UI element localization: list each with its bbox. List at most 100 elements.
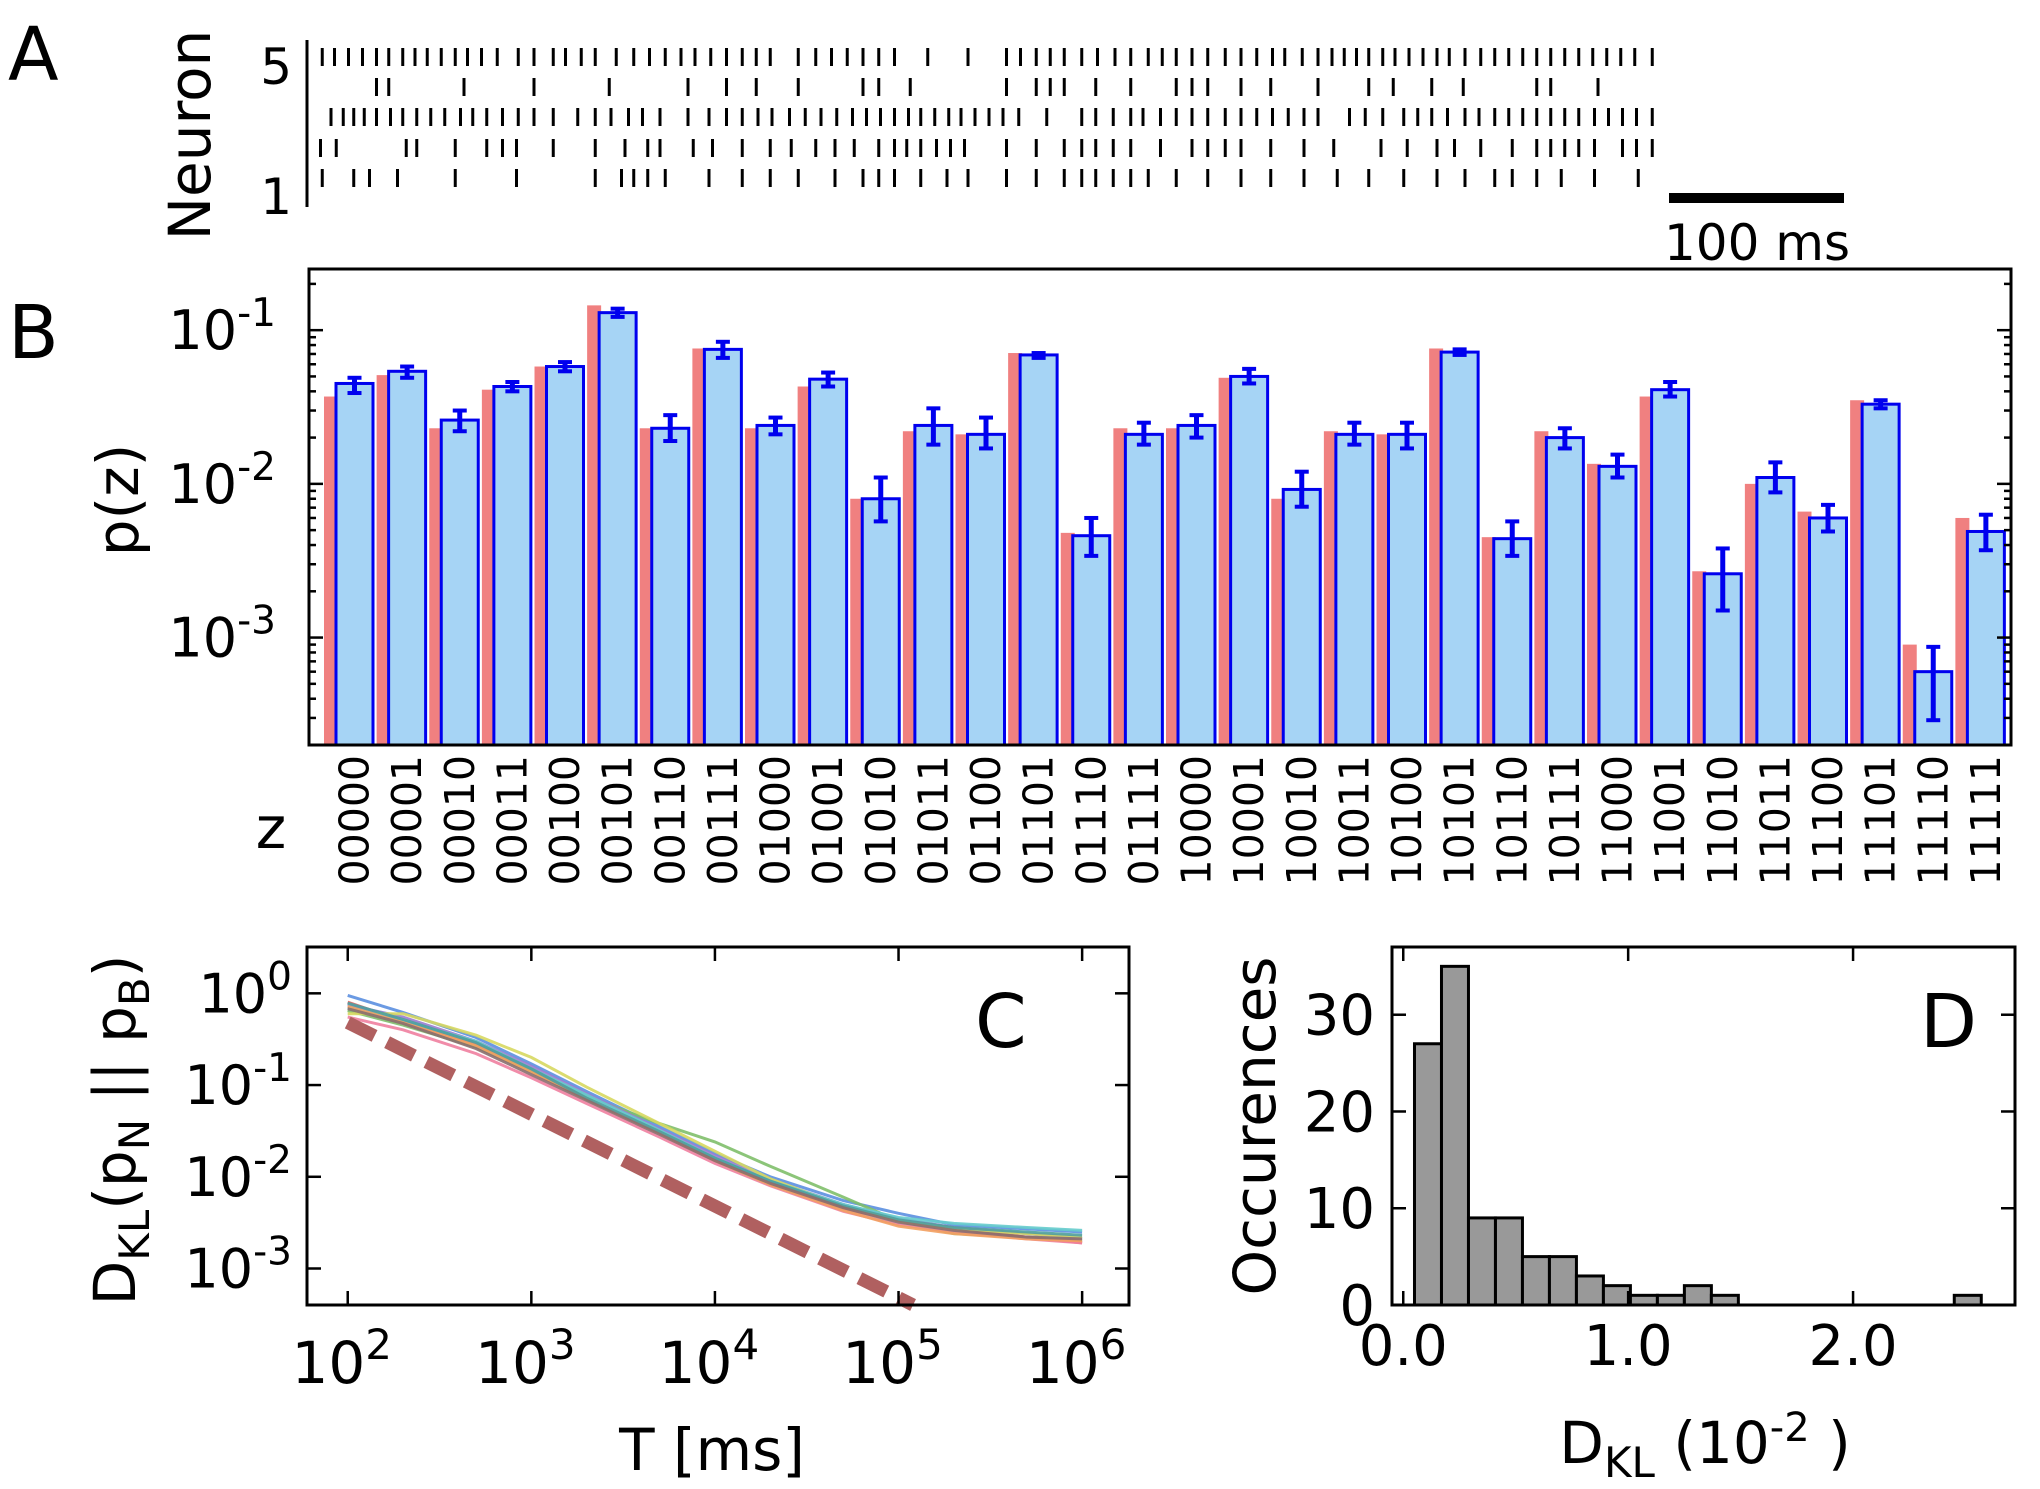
histogram-xtick-labels: 0.0 1.0 2.0	[1359, 1314, 1898, 1379]
bar-sampled-10011	[1334, 432, 1375, 747]
bar-sampled-01111	[1123, 432, 1164, 747]
category-label-10110: 10110	[1488, 755, 1536, 885]
bar-sampled-00011	[492, 385, 533, 747]
line-chart-ylabel: DKL(pN || pB)	[81, 955, 159, 1306]
bar-sampled-10010	[1281, 487, 1322, 747]
bar-sampled-10100	[1387, 432, 1427, 747]
line-xtick-label: 102	[291, 1320, 392, 1397]
bar-chart-xlabel: z	[256, 794, 286, 862]
category-label-10101: 10101	[1436, 755, 1484, 885]
histogram-frame	[1390, 945, 2017, 1307]
bar-sampled-00001	[387, 369, 428, 747]
category-label-00011: 00011	[488, 755, 536, 885]
histogram-bin-4	[1520, 1255, 1551, 1307]
bar-sampled-01001	[808, 377, 849, 747]
histogram-bin-3	[1493, 1216, 1524, 1307]
histogram-bin-1	[1439, 964, 1470, 1307]
category-label-10100: 10100	[1383, 755, 1431, 885]
category-label-00000: 00000	[331, 755, 379, 885]
bar-sampled-01110	[1071, 534, 1112, 747]
bar-sampled-11101	[1860, 402, 1901, 747]
histogram-bin-2	[1466, 1216, 1497, 1307]
panel-label-c: C	[975, 979, 1027, 1065]
line-ytick-label: 100	[198, 954, 292, 1025]
panel-label-b: B	[8, 290, 59, 376]
category-label-00010: 00010	[436, 755, 484, 885]
bar-ytick-label: 10-2	[168, 445, 276, 516]
bar-sampled-01011	[913, 423, 954, 747]
line-xtick-label: 105	[842, 1320, 943, 1397]
category-label-10011: 10011	[1330, 755, 1378, 885]
histogram-xtick-label: 2.0	[1809, 1314, 1898, 1379]
histogram-ytick-label: 30	[1304, 984, 1375, 1049]
category-label-01111: 01111	[1120, 755, 1168, 885]
bar-sampled-10110	[1492, 537, 1533, 747]
scale-bar-label: 100 ms	[1664, 214, 1850, 272]
category-label-01001: 01001	[804, 755, 852, 885]
bar-sampled-11000	[1597, 464, 1638, 747]
category-label-01100: 01100	[962, 755, 1010, 885]
category-label-00100: 00100	[541, 755, 589, 885]
histogram-xtick-label: 1.0	[1584, 1314, 1673, 1379]
panel-c-line-chart: 10-3 10-2 10-1 100 102 103 104 105 106 T [ms] D…	[81, 945, 1131, 1484]
bar-sampled-00111	[702, 347, 743, 747]
bar-sampled-01100	[966, 432, 1006, 747]
histogram-bin-5	[1547, 1255, 1578, 1307]
category-label-01110: 01110	[1067, 755, 1115, 885]
bar-sampled-00100	[545, 365, 585, 747]
line-xtick-label: 103	[475, 1320, 576, 1397]
bar-ytick-label: 10-1	[168, 291, 276, 362]
histogram-bin-6	[1574, 1274, 1605, 1307]
bar-chart-frame	[307, 267, 2013, 747]
bar-sampled-10000	[1176, 423, 1217, 747]
bar-sampled-11100	[1808, 516, 1848, 747]
line-chart-ytick-labels: 10-3 10-2 10-1 100	[184, 954, 292, 1300]
bar-sampled-00000	[334, 381, 375, 747]
histogram-bin-10	[1682, 1284, 1713, 1307]
raster-spikes	[319, 48, 1654, 187]
convergence-line-10	[347, 1007, 1083, 1241]
bar-ytick-label: 10-3	[168, 599, 276, 670]
category-label-11110: 11110	[1909, 755, 1957, 885]
line-chart-xtick-labels: 102 103 104 105 106	[291, 1320, 1126, 1397]
category-label-10001: 10001	[1225, 755, 1273, 885]
histogram-xtick-label: 0.0	[1359, 1314, 1448, 1379]
line-axis-ticks	[307, 947, 1129, 1305]
histogram-bins	[1412, 964, 1983, 1307]
bar-sampled-01000	[755, 423, 796, 747]
category-label-00110: 00110	[646, 755, 694, 885]
bar-sampled-10111	[1544, 436, 1585, 747]
bar-sampled-10101	[1439, 350, 1480, 747]
bar-series	[324, 305, 2006, 747]
category-label-00111: 00111	[699, 755, 747, 885]
histogram-xlabel: DKL (10-2 )	[1559, 1405, 1850, 1487]
scale-bar	[1669, 193, 1844, 203]
histogram-ylabel: Occurences	[1221, 957, 1289, 1296]
line-series	[347, 993, 1083, 1245]
bar-sampled-01010	[860, 497, 901, 747]
category-label-11010: 11010	[1699, 755, 1747, 885]
convergence-line-9	[347, 1001, 1083, 1237]
bar-chart-ylabel: p(z)	[84, 444, 152, 557]
histogram-bin-7	[1601, 1284, 1632, 1307]
histogram-ytick-label: 0	[1339, 1274, 1375, 1339]
category-label-01101: 01101	[1015, 755, 1063, 885]
line-ytick-label: 10-2	[184, 1138, 292, 1209]
bar-sampled-11011	[1755, 476, 1796, 747]
raster-ylabel: Neuron	[156, 30, 224, 241]
category-label-11101: 11101	[1857, 755, 1905, 885]
category-label-11000: 11000	[1594, 755, 1642, 885]
bar-sampled-00101	[597, 311, 638, 747]
raster-ytick-1: 1	[260, 168, 292, 226]
category-label-11111: 11111	[1962, 755, 2010, 885]
category-label-11011: 11011	[1751, 755, 1799, 885]
panel-label-d: D	[1920, 979, 1977, 1065]
panel-a-raster: Neuron 5 1 100 ms	[156, 30, 1850, 272]
histogram-ytick-label: 20	[1304, 1080, 1375, 1145]
panel-b-bar-chart: p(z) z 10-3 10-2 10-1 00000 00001 00010 00011…	[84, 267, 2013, 885]
reference-line	[344, 1016, 916, 1311]
convergence-line-7	[347, 1015, 1083, 1245]
category-label-00001: 00001	[383, 755, 431, 885]
panel-label-a: A	[8, 12, 59, 98]
